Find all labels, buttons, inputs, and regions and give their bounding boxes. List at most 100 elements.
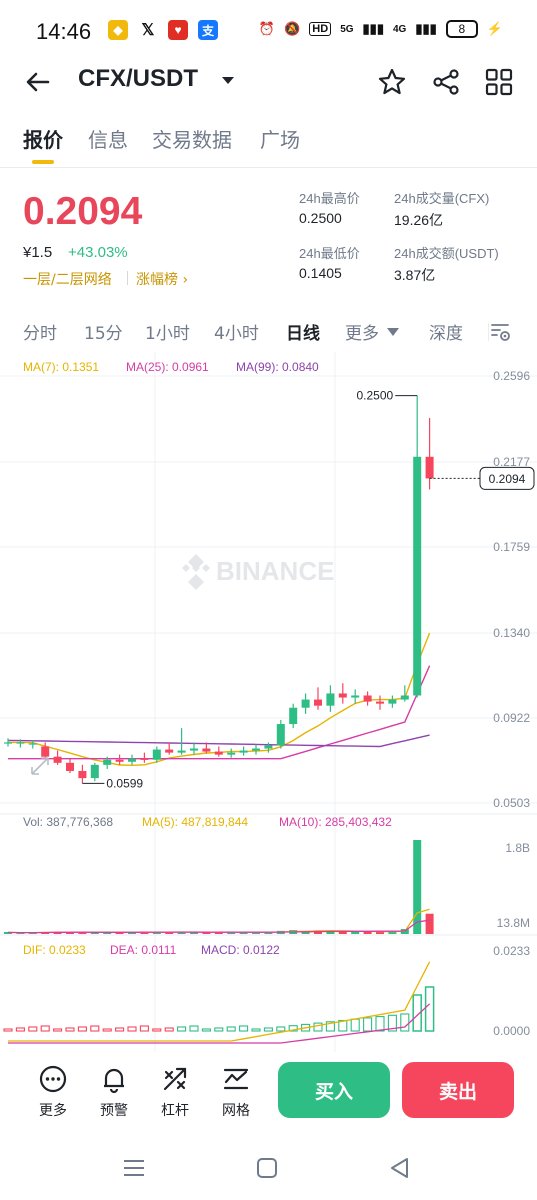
vol-ma10-line: [7, 919, 430, 934]
interval-time[interactable]: 分时: [23, 324, 57, 344]
caret-down-icon[interactable]: [386, 326, 400, 338]
y-tick-label: 0.2596: [493, 369, 530, 383]
tab-quote[interactable]: 报价: [23, 128, 63, 152]
macd-bar: [77, 1026, 87, 1032]
signal-4g: 4G: [393, 23, 407, 35]
macd-bar: [40, 1025, 50, 1032]
volume-bar: [53, 931, 62, 934]
ma25-legend: MA(25): 0.0961: [126, 360, 209, 374]
vol-ma5-line: [7, 908, 430, 934]
candle-body: [78, 770, 87, 779]
candle-body: [376, 701, 384, 704]
candle-body: [140, 758, 149, 760]
home-icon[interactable]: [256, 1157, 278, 1179]
interval-15m[interactable]: 15分: [84, 324, 123, 344]
macd-bar: [201, 1028, 211, 1032]
ma7-legend: MA(7): 0.1351: [23, 360, 100, 374]
leverage-icon: [163, 1067, 187, 1091]
chart-settings-icon[interactable]: [488, 320, 512, 344]
candle-body: [400, 695, 409, 700]
volume-label: 24h成交量(CFX): [394, 191, 490, 206]
candle-body: [190, 748, 198, 751]
volume-bars: 1.8B 13.8M: [4, 840, 530, 934]
status-app-icons: ◆ 𝕏 ♥ 支: [108, 20, 218, 40]
candle-body: [314, 699, 322, 706]
gainers-link[interactable]: 涨幅榜 ›: [136, 272, 189, 288]
leverage-button[interactable]: 杠杆: [153, 1064, 197, 1120]
macd-bar: [189, 1025, 199, 1032]
candle-body: [165, 749, 174, 753]
macd-bar: [90, 1025, 100, 1032]
tab-trading-data[interactable]: 交易数据: [152, 128, 232, 152]
low-value: 0.1405: [299, 265, 342, 281]
macd-bar: [313, 1022, 323, 1032]
candle-body: [363, 695, 372, 702]
back-nav-icon[interactable]: [388, 1156, 410, 1180]
grid-trade-label: 网格: [222, 1103, 250, 1119]
x-icon: 𝕏: [138, 20, 158, 40]
alert-button[interactable]: 预警: [92, 1064, 136, 1120]
more-button[interactable]: 更多: [31, 1064, 75, 1120]
macd-bar: [400, 1013, 410, 1032]
interval-depth[interactable]: 深度: [429, 324, 463, 344]
macd-bar: [115, 1027, 125, 1032]
macd-bar: [139, 1025, 149, 1032]
expand-icon[interactable]: [31, 757, 49, 775]
ma99-line: [7, 734, 430, 748]
pair-title[interactable]: CFX/USDT: [78, 65, 198, 92]
volume-bar: [165, 932, 174, 934]
share-icon[interactable]: [430, 66, 462, 98]
buy-button[interactable]: 买入: [278, 1062, 390, 1118]
macd-bar: [177, 1026, 187, 1032]
candle-body: [16, 742, 25, 744]
candle-body: [53, 756, 62, 763]
interval-1d[interactable]: 日线: [286, 324, 320, 344]
macd-bar: [152, 1028, 162, 1032]
back-arrow-icon[interactable]: [22, 66, 54, 98]
high-label: 24h最高价: [299, 191, 360, 206]
macd-bar: [363, 1017, 373, 1032]
current-price-label: 0.2094: [489, 472, 526, 486]
watermark-text: BINANCE: [216, 556, 334, 586]
status-bar: 14:46 ◆ 𝕏 ♥ 支 ⏰ 🔕 HD 5G ▮▮▮ 4G ▮▮▮ 8 ⚡: [0, 0, 537, 62]
volume-bar: [376, 931, 384, 934]
grid-icon[interactable]: [483, 66, 515, 98]
volume-bar: [202, 932, 211, 934]
volume-bar: [363, 931, 372, 934]
interval-1h[interactable]: 1小时: [145, 324, 190, 344]
amount-value: 3.87亿: [394, 267, 436, 283]
chevron-down-icon[interactable]: [218, 70, 238, 90]
recents-icon[interactable]: [122, 1158, 146, 1178]
high-value: 0.2500: [299, 210, 342, 226]
candle-body: [276, 724, 285, 746]
macd-bar: [53, 1028, 63, 1032]
candlestick-chart[interactable]: BINANCE 0.25960.21770.17590.13400.09220.…: [0, 352, 537, 1052]
candle-body: [66, 762, 74, 771]
interval-4h[interactable]: 4小时: [214, 324, 259, 344]
binance-icon: ◆: [108, 20, 128, 40]
sell-button[interactable]: 卖出: [402, 1062, 514, 1118]
interval-more[interactable]: 更多: [345, 324, 379, 344]
volume-bar: [413, 840, 422, 934]
y-tick-label: 0.1340: [493, 626, 530, 640]
charging-icon: ⚡: [486, 21, 503, 36]
signal-bars-icon-2: ▮▮▮: [415, 21, 437, 36]
hd-badge: HD: [309, 22, 332, 36]
tab-square[interactable]: 广场: [260, 128, 300, 152]
star-icon[interactable]: [376, 66, 408, 98]
macd-bar: [424, 986, 435, 1032]
more-icon: [39, 1065, 67, 1093]
dea-legend: DEA: 0.0111: [110, 943, 177, 957]
tab-info[interactable]: 信息: [88, 128, 128, 152]
candles: [4, 395, 434, 784]
volume-bar: [78, 931, 87, 934]
dif-line: [8, 961, 431, 1042]
macd-legend: MACD: 0.0122: [201, 943, 280, 957]
system-nav-bar: [0, 1140, 537, 1200]
macd-bar: [102, 1028, 112, 1032]
grid-trade-button[interactable]: 网格: [214, 1064, 258, 1120]
volume-bar: [227, 932, 236, 934]
active-tab-indicator: [32, 160, 54, 164]
network-tag[interactable]: 一层/二层网络: [23, 272, 112, 288]
macd-panel: 0.0233 0.0000: [3, 944, 530, 1044]
